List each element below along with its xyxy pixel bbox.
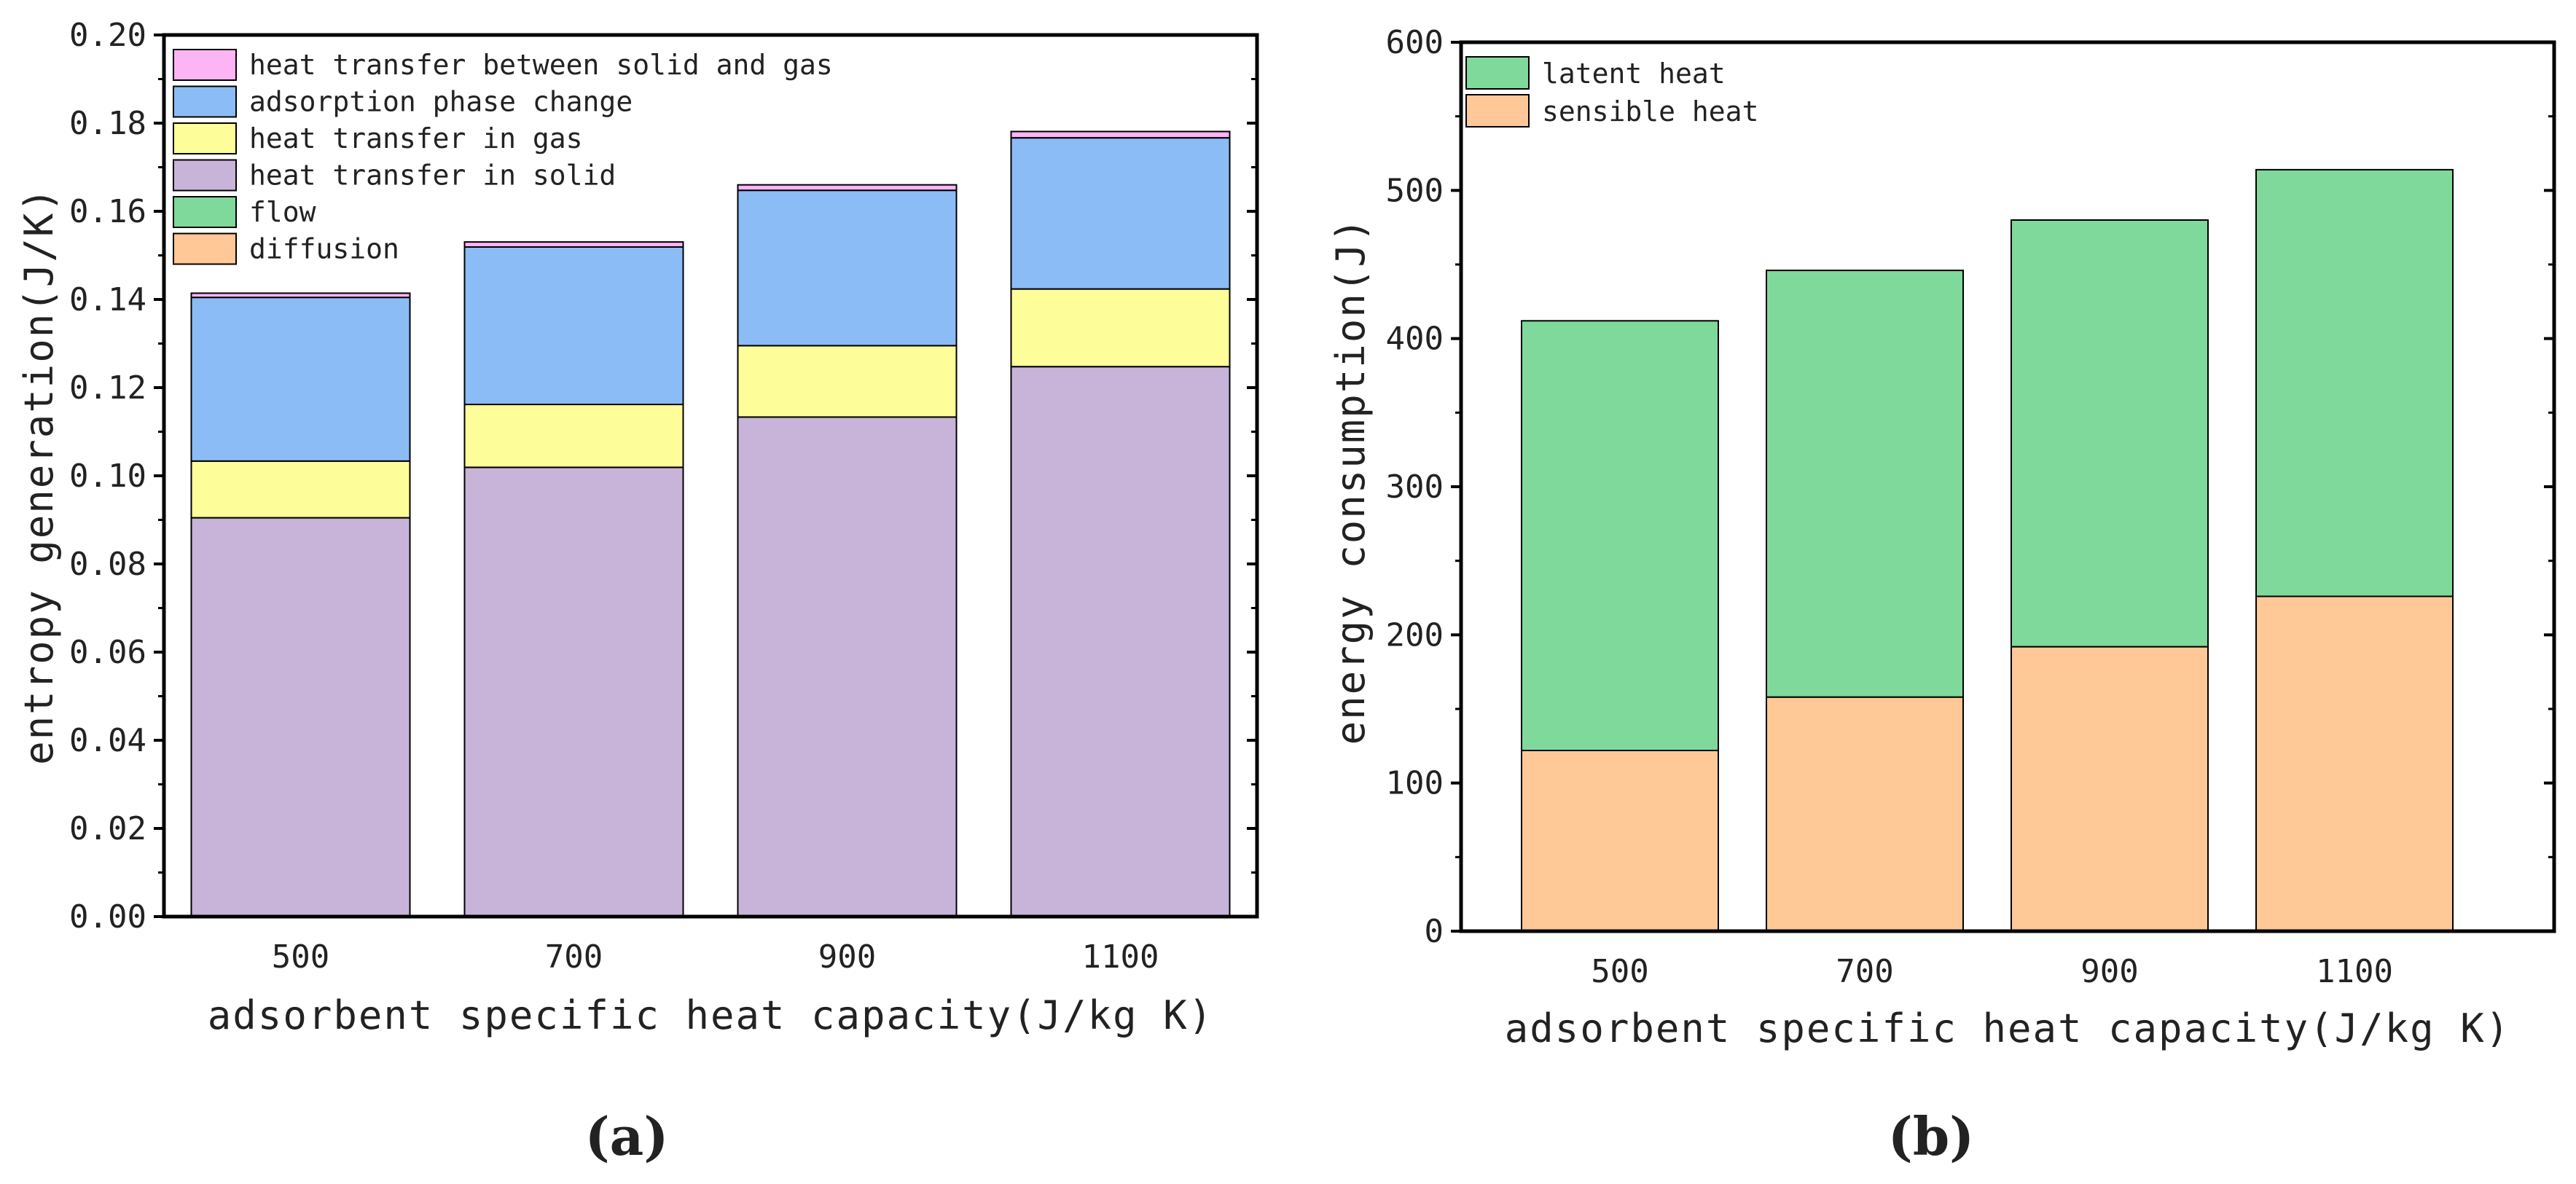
y-tick-label-b-0: 0 [1425, 913, 1444, 950]
panel-b-label: (b) [1888, 1105, 1974, 1167]
legend-label-a-2: heat transfer in solid [249, 160, 616, 192]
bar-a-500-series-5 [190, 292, 411, 299]
bar-b-900-series-1 [2011, 219, 2209, 648]
panel-a-label: (a) [585, 1105, 669, 1167]
legend-swatch-a-5 [173, 49, 237, 81]
panel-b-bars [1521, 168, 2454, 933]
y-tick-label-a-6: 0.12 [69, 369, 146, 407]
legend-label-a-3: heat transfer in gas [249, 122, 583, 154]
bar-b-500-series-0 [1521, 749, 1719, 933]
legend-swatch-b-0 [1465, 94, 1530, 128]
x-tick-label-b-900: 900 [2080, 953, 2138, 990]
bar-a-700-series-4 [463, 246, 684, 406]
bar-b-1100-series-0 [2255, 595, 2454, 932]
x-tick-label-b-700: 700 [1836, 953, 1893, 990]
legend-label-b-0: sensible heat [1542, 95, 1758, 128]
legend-label-a-0: diffusion [249, 233, 399, 265]
y-tick-label-b-1: 100 [1386, 765, 1444, 802]
y-tick-label-a-10: 0.20 [69, 17, 146, 54]
panel-a-bars [190, 130, 1231, 917]
x-tick-label-b-1100: 1100 [2316, 953, 2393, 990]
panel-b-y-axis-title: energy consumption(J) [1328, 217, 1374, 745]
panel-a-ticks [154, 34, 1257, 918]
y-tick-label-b-5: 500 [1386, 172, 1444, 209]
bar-b-700-series-0 [1766, 696, 1964, 932]
bar-a-900-series-5 [737, 184, 958, 192]
legend-swatch-b-1 [1465, 56, 1530, 90]
bar-a-900-series-2 [737, 416, 958, 917]
bar-b-500-series-1 [1521, 320, 1719, 751]
y-tick-label-a-7: 0.14 [69, 281, 146, 318]
legend-swatch-a-4 [173, 85, 237, 118]
bar-a-1100-series-2 [1010, 366, 1231, 917]
panel-a-entropy-chart: 0.00 0.02 0.04 0.06 0.08 0.10 0.12 0.14 0.16 0.18… [16, 17, 1259, 1167]
panel-b-y-tick-labels: 0 100 200 300 400 500 600 [1386, 24, 1444, 950]
panel-a-y-axis-title: entropy generation(J/K) [16, 187, 62, 765]
legend-swatch-a-0 [173, 232, 237, 265]
legend-swatch-a-1 [173, 196, 237, 228]
y-tick-label-a-4: 0.08 [69, 546, 146, 583]
x-tick-label-b-500: 500 [1591, 953, 1648, 990]
panel-b-legend: latent heat sensible heat [1465, 56, 1758, 128]
bar-a-700-series-2 [463, 466, 684, 917]
legend-label-a-4: adsorption phase change [249, 86, 633, 118]
bar-b-1100-series-1 [2255, 168, 2454, 597]
legend-label-b-1: latent heat [1542, 58, 1726, 90]
panel-a-x-axis-title: adsorbent specific heat capacity(J/kg K) [208, 992, 1213, 1038]
y-tick-label-b-3: 300 [1386, 468, 1444, 506]
bar-a-1100-series-5 [1010, 130, 1231, 139]
bar-a-900-series-4 [737, 189, 958, 347]
y-tick-label-a-1: 0.02 [69, 810, 146, 847]
panel-b-ticks [1451, 41, 2554, 933]
y-tick-label-a-3: 0.06 [69, 634, 146, 671]
bar-a-500-series-2 [190, 517, 411, 917]
bar-b-900-series-0 [2011, 646, 2209, 932]
legend-label-a-1: flow [249, 196, 316, 228]
bar-a-1100-series-4 [1010, 137, 1231, 290]
y-tick-label-a-8: 0.16 [69, 193, 146, 230]
y-tick-label-a-2: 0.04 [69, 722, 146, 759]
panel-b-x-axis-title: adsorbent specific heat capacity(J/kg K) [1505, 1005, 2510, 1051]
bar-a-700-series-5 [463, 241, 684, 248]
x-tick-label-a-1100: 1100 [1082, 938, 1159, 976]
legend-swatch-a-2 [173, 159, 237, 192]
x-tick-label-a-500: 500 [272, 938, 329, 976]
panel-b-x-tick-labels: 500 700 900 1100 [1591, 953, 2393, 990]
bar-a-900-series-3 [737, 345, 958, 418]
bar-a-500-series-3 [190, 460, 411, 519]
y-tick-label-a-0: 0.00 [69, 898, 146, 936]
y-tick-label-a-5: 0.10 [69, 458, 146, 495]
bar-a-700-series-3 [463, 404, 684, 468]
bar-b-700-series-1 [1766, 270, 1964, 698]
panel-b-energy-chart: 0 100 200 300 400 500 600 500 700 900 1100 latent… [1328, 24, 2556, 1167]
y-tick-label-b-6: 600 [1386, 24, 1444, 61]
y-tick-label-a-9: 0.18 [69, 105, 146, 142]
y-tick-label-b-2: 200 [1386, 616, 1444, 654]
x-tick-label-a-900: 900 [818, 938, 876, 976]
y-tick-label-b-4: 400 [1386, 321, 1444, 358]
x-tick-label-a-700: 700 [545, 938, 603, 976]
panel-a-legend: heat transfer between solid and gas adsor… [173, 49, 833, 265]
legend-label-a-5: heat transfer between solid and gas [249, 49, 833, 81]
panel-a-y-tick-labels: 0.00 0.02 0.04 0.06 0.08 0.10 0.12 0.14 0.16 0.18… [69, 17, 146, 936]
legend-swatch-a-3 [173, 122, 237, 154]
panel-a-x-tick-labels: 500 700 900 1100 [272, 938, 1159, 976]
bar-a-1100-series-3 [1010, 288, 1231, 368]
bar-a-500-series-4 [190, 297, 411, 462]
